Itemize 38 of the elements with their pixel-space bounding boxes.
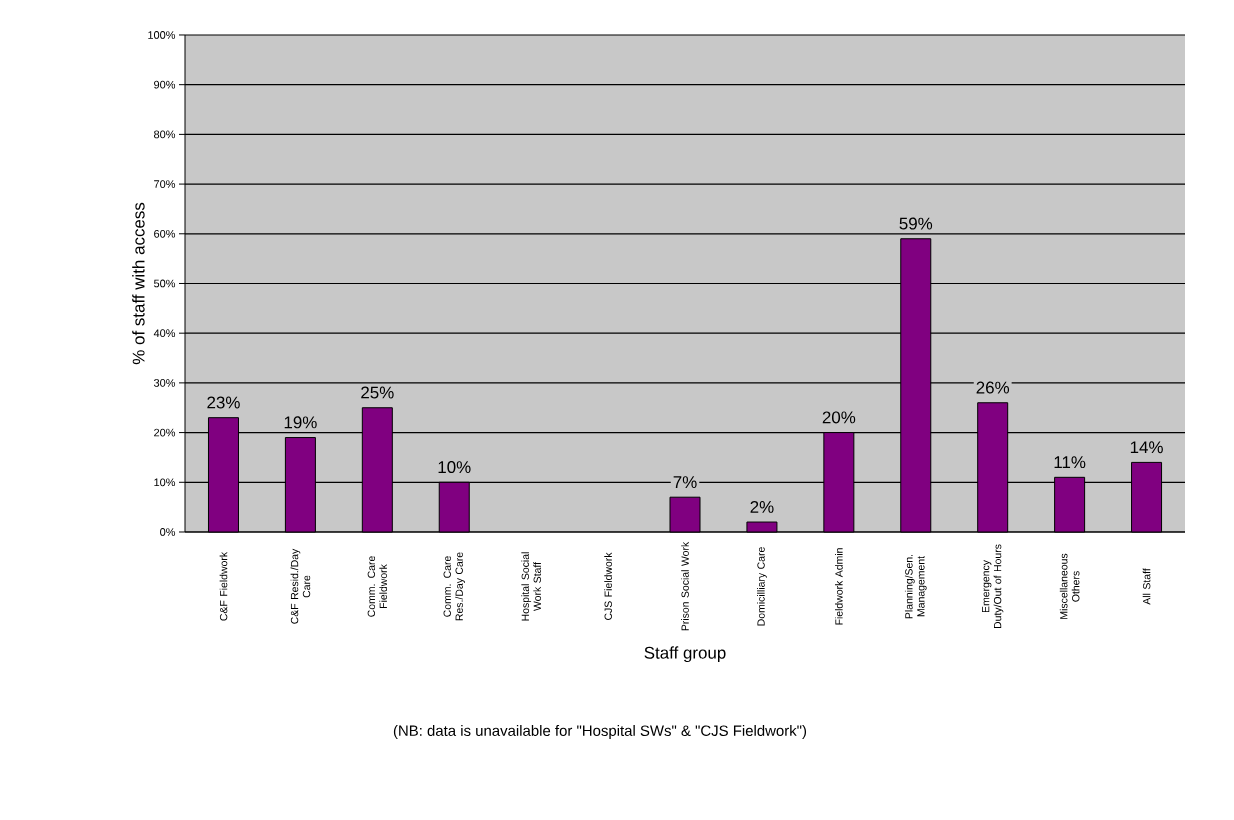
data-label: 19% (284, 416, 317, 429)
y-axis-title: % of staff with access (132, 202, 145, 365)
x-tick-label: All Staff (1142, 568, 1151, 605)
x-tick-label: Domicilliary Care (757, 547, 767, 626)
data-label: 23% (207, 396, 240, 409)
y-tick-label: 30% (153, 379, 176, 387)
data-label: 11% (1054, 456, 1086, 469)
data-label: 10% (438, 461, 471, 474)
data-label: 26% (976, 381, 1010, 394)
x-tick-label: CJS Fieldwork (604, 552, 612, 620)
text: (NB: data is unavailable for "Hospital SWs" & "CJS Fieldwork") (393, 725, 807, 739)
data-label: 2% (750, 500, 774, 513)
x-tick-label: Fieldwork Admin (835, 548, 843, 625)
x-tick-label: Comm. Care Fieldwork (367, 556, 388, 617)
y-tick-label: 40% (153, 329, 176, 338)
data-label: 25% (361, 386, 394, 399)
x-tick-label: Miscellaneous Others (1059, 553, 1080, 619)
y-tick-label: 20% (154, 428, 176, 437)
data-label: 7% (673, 476, 697, 488)
y-tick-label: 50% (153, 279, 176, 288)
x-tick-label: Planning/Sen. Management (904, 554, 927, 619)
x-tick-label: C&F Resid./Day Care (290, 548, 311, 624)
x-tick-label: Emergency Duty/Out of Hours (982, 544, 1004, 629)
x-tick-label: Hospital Social Work Staff (521, 552, 541, 621)
data-label: 20% (822, 411, 856, 424)
data-label: 59% (899, 217, 933, 230)
x-tick-label: Comm. Care Res./Day Care (443, 552, 465, 621)
y-tick-label: 60% (154, 229, 176, 238)
y-tick-label: 0% (160, 528, 176, 536)
x-tick-label: C&F Fieldwork (219, 551, 228, 621)
x-tick-label: Prison Social Work (681, 541, 689, 631)
y-tick-label: 80% (154, 130, 176, 139)
y-tick-label: 70% (154, 180, 176, 188)
x-axis-title: Staff group (644, 646, 726, 663)
data-label: 14% (1130, 441, 1163, 454)
y-tick-label: 90% (154, 80, 176, 89)
y-tick-label: 100% (148, 31, 176, 39)
y-tick-label: 10% (154, 478, 176, 487)
